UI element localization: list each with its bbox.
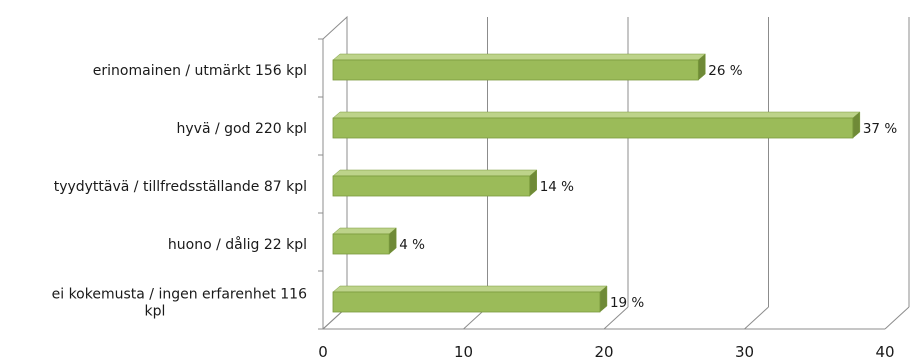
bar-top	[332, 227, 397, 235]
floor-gridline	[603, 306, 629, 330]
floor-gridline	[744, 306, 769, 330]
x-tick-label: 10	[454, 343, 473, 361]
data-label: 37 %	[863, 121, 897, 137]
bar	[332, 233, 390, 255]
category-label: ei kokemusta / ingen erfarenhet 116	[52, 287, 307, 303]
bar-top	[332, 169, 538, 177]
x-tick-label: 0	[318, 343, 328, 361]
bar-top	[332, 53, 706, 61]
bar	[332, 291, 601, 313]
x-tick-label: 40	[875, 343, 894, 361]
category-label: kpl	[145, 304, 166, 320]
labels: 0 10 20 30 40 26 % erinomainen / utmärkt 156 k…	[52, 63, 898, 361]
category-label: huono / dålig 22 kpl	[168, 236, 307, 253]
bar	[332, 175, 531, 197]
data-label: 19 %	[610, 295, 644, 311]
x-tick-label: 30	[735, 343, 754, 361]
data-label: 26 %	[708, 63, 742, 79]
side-wall	[322, 15, 348, 330]
x-tick-label: 20	[594, 343, 613, 361]
data-label: 4 %	[399, 237, 425, 253]
category-label: erinomainen / utmärkt 156 kpl	[93, 63, 307, 79]
category-label: hyvä / god 220 kpl	[177, 121, 307, 137]
bar-top	[332, 285, 608, 293]
bar	[332, 117, 854, 139]
floor-gridline	[884, 306, 910, 330]
bars	[332, 53, 861, 313]
axes	[318, 15, 885, 330]
data-label: 14 %	[540, 179, 574, 195]
bar-top	[332, 111, 861, 119]
category-label: tyydyttävä / tillfredsställande 87 kpl	[54, 179, 307, 195]
bar	[332, 59, 699, 81]
